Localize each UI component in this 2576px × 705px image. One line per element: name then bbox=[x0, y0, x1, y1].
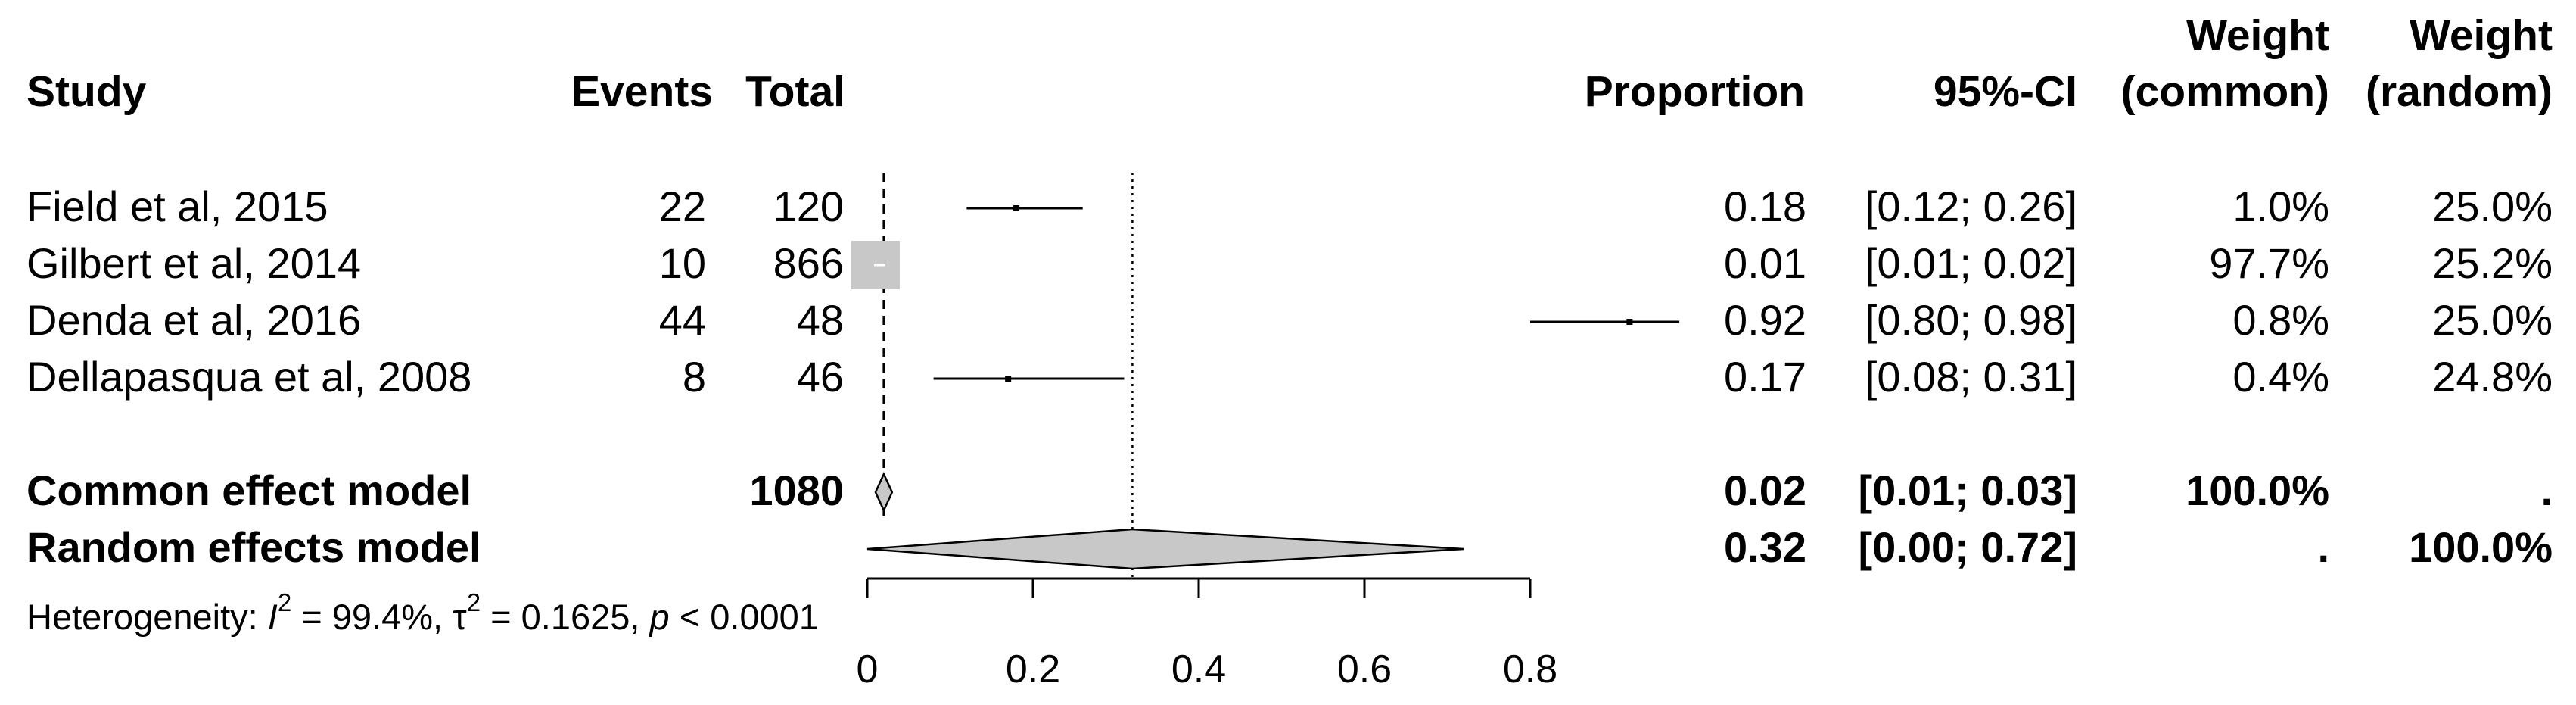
study-weight-random: 25.0% bbox=[2432, 182, 2553, 230]
summary-proportion: 0.02 bbox=[1724, 466, 1806, 514]
study-row: Dellapasqua et al, 2008 8 46 0.17 [0.08; 0.3… bbox=[26, 353, 2553, 401]
i2-value: = 99.4%, bbox=[291, 597, 453, 637]
summary-weight-random: . bbox=[2540, 466, 2553, 514]
x-axis-tick-label: 0 bbox=[857, 647, 879, 691]
summary-row: Random effects model 0.32 [0.00; 0.72]. 100… bbox=[26, 523, 2553, 571]
summary-weight-random: 100.0% bbox=[2409, 523, 2553, 571]
study-weight-box bbox=[1626, 319, 1633, 325]
tau2-value: = 0.1625, bbox=[481, 597, 649, 637]
summary-name: Common effect model bbox=[26, 466, 471, 514]
study-weight-box bbox=[1005, 376, 1012, 382]
heterogeneity-prefix: Heterogeneity: bbox=[26, 597, 268, 637]
study-weight-random: 24.8% bbox=[2432, 353, 2553, 401]
forest-table: Field et al, 2015 22 120 0.18 [0.12; 0.26] 1.… bbox=[26, 182, 2553, 571]
study-weight-common: 0.4% bbox=[2232, 353, 2329, 401]
header-study: Study bbox=[26, 67, 147, 116]
study-proportion: 0.01 bbox=[1724, 239, 1806, 287]
i2-symbol: I bbox=[268, 597, 278, 637]
study-total: 46 bbox=[797, 353, 844, 401]
i2-superscript: 2 bbox=[278, 588, 291, 616]
study-total: 866 bbox=[773, 239, 844, 287]
summary-ci: [0.01; 0.03] bbox=[1859, 466, 2078, 514]
heterogeneity-statement: Heterogeneity: I2 = 99.4%, τ2 = 0.1625, … bbox=[26, 588, 819, 637]
x-axis-tick-label: 0.2 bbox=[1006, 647, 1060, 691]
study-events: 10 bbox=[659, 239, 706, 287]
study-proportion: 0.17 bbox=[1724, 353, 1806, 401]
header-weight-common-line2: (common) bbox=[2121, 67, 2329, 116]
column-headers: Study Events Total Proportion 95%-CI Wei… bbox=[26, 11, 2553, 116]
header-events: Events bbox=[571, 67, 713, 116]
study-row: Gilbert et al, 2014 10 866 0.01 [0.01; 0.02]… bbox=[26, 239, 2553, 287]
study-events: 44 bbox=[659, 296, 706, 344]
study-total: 48 bbox=[797, 296, 844, 344]
heterogeneity-text: Heterogeneity: I2 = 99.4%, τ2 = 0.1625, … bbox=[26, 588, 819, 637]
study-weight-box bbox=[1013, 205, 1020, 211]
forest-plot-area: 0 0.2 0.4 0.6 0.8 bbox=[851, 173, 1680, 691]
summary-total: 1080 bbox=[749, 466, 844, 514]
x-axis-tick-label: 0.6 bbox=[1337, 647, 1392, 691]
study-row: Field et al, 2015 22 120 0.18 [0.12; 0.26] 1.… bbox=[26, 182, 2553, 230]
tau2-superscript: 2 bbox=[467, 588, 481, 616]
p-value: < 0.0001 bbox=[670, 597, 819, 637]
summary-weight-common: 100.0% bbox=[2186, 466, 2329, 514]
header-ci: 95%-CI bbox=[1934, 67, 2077, 116]
summary-diamond bbox=[874, 471, 894, 513]
study-weight-common: 0.8% bbox=[2232, 296, 2329, 344]
study-weight-common: 1.0% bbox=[2232, 182, 2329, 230]
header-proportion: Proportion bbox=[1585, 67, 1805, 116]
study-proportion: 0.18 bbox=[1724, 182, 1806, 230]
study-weight-random: 25.0% bbox=[2432, 296, 2553, 344]
study-ci: [0.12; 0.26] bbox=[1865, 182, 2077, 230]
summary-proportion: 0.32 bbox=[1724, 523, 1806, 571]
study-weight-random: 25.2% bbox=[2432, 239, 2553, 287]
header-weight-random-line2: (random) bbox=[2366, 67, 2553, 116]
study-weight-common: 97.7% bbox=[2209, 239, 2329, 287]
x-axis: 0 0.2 0.4 0.6 0.8 bbox=[857, 577, 1557, 691]
study-ci: [0.08; 0.31] bbox=[1865, 353, 2077, 401]
x-axis-tick-label: 0.4 bbox=[1171, 647, 1226, 691]
summary-diamond bbox=[866, 528, 1464, 570]
summary-name: Random effects model bbox=[26, 523, 481, 571]
study-ci: [0.80; 0.98] bbox=[1865, 296, 2077, 344]
study-name: Denda et al, 2016 bbox=[26, 296, 361, 344]
study-proportion: 0.92 bbox=[1724, 296, 1806, 344]
tau2-symbol: τ bbox=[453, 597, 467, 637]
study-name: Field et al, 2015 bbox=[26, 182, 328, 230]
summary-row: Common effect model 1080 0.02 [0.01; 0.03] 1… bbox=[26, 466, 2553, 514]
study-events: 22 bbox=[659, 182, 706, 230]
study-row: Denda et al, 2016 44 48 0.92 [0.80; 0.98] 0.8… bbox=[26, 296, 2553, 344]
study-events: 8 bbox=[683, 353, 706, 401]
study-ci: [0.01; 0.02] bbox=[1865, 239, 2077, 287]
x-axis-tick-label: 0.8 bbox=[1503, 647, 1557, 691]
study-total: 120 bbox=[773, 182, 844, 230]
study-name: Dellapasqua et al, 2008 bbox=[26, 353, 471, 401]
study-name: Gilbert et al, 2014 bbox=[26, 239, 361, 287]
summary-ci: [0.00; 0.72] bbox=[1859, 523, 2078, 571]
header-weight-random-line1: Weight bbox=[2410, 11, 2553, 60]
header-total: Total bbox=[745, 67, 845, 116]
p-symbol: p bbox=[649, 597, 670, 637]
header-weight-common-line1: Weight bbox=[2186, 11, 2329, 60]
summary-weight-common: . bbox=[2317, 523, 2329, 571]
